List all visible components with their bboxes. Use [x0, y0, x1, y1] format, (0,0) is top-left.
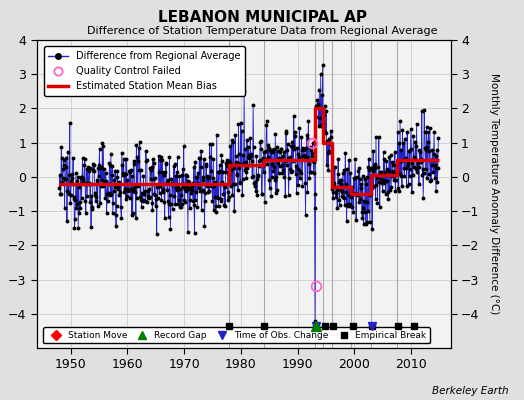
- Text: Difference of Station Temperature Data from Regional Average: Difference of Station Temperature Data f…: [87, 26, 437, 36]
- Text: Berkeley Earth: Berkeley Earth: [432, 386, 508, 396]
- Y-axis label: Monthly Temperature Anomaly Difference (°C): Monthly Temperature Anomaly Difference (…: [489, 73, 499, 315]
- Text: LEBANON MUNICIPAL AP: LEBANON MUNICIPAL AP: [158, 10, 366, 25]
- Legend: Station Move, Record Gap, Time of Obs. Change, Empirical Break: Station Move, Record Gap, Time of Obs. C…: [43, 327, 430, 344]
